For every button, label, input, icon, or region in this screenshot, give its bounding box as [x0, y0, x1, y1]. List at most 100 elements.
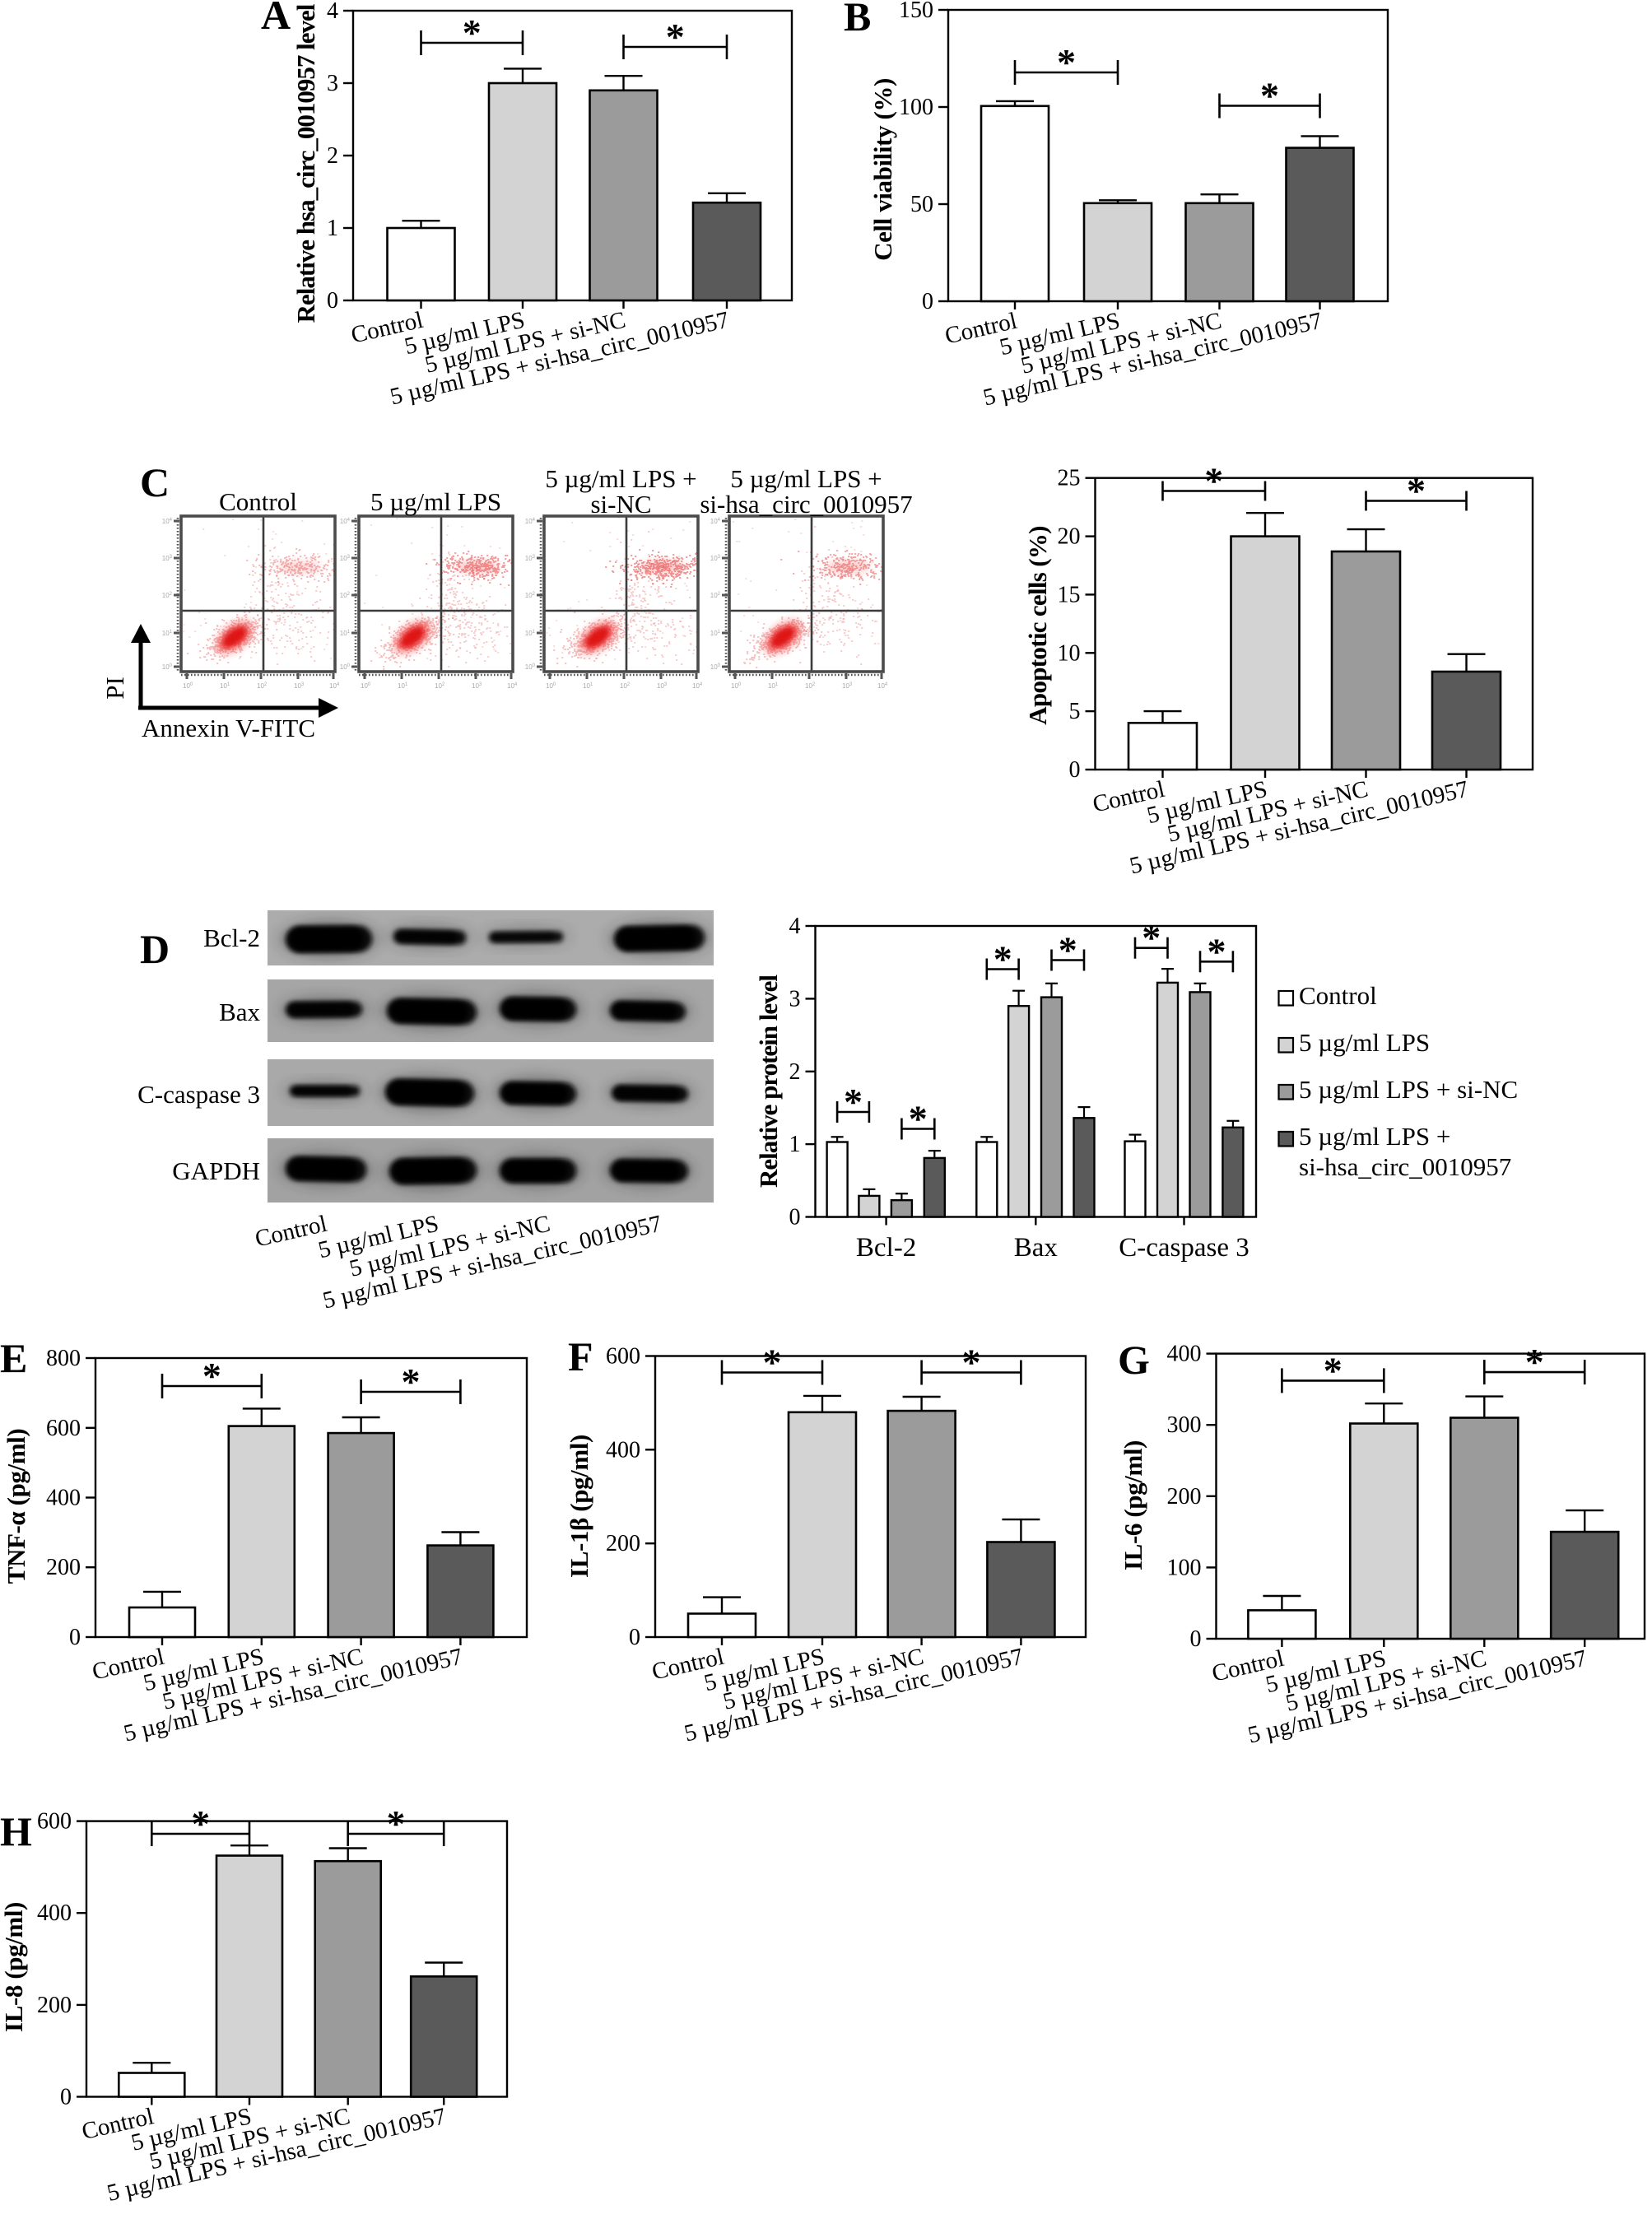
- svg-text:*: *: [1057, 41, 1076, 83]
- svg-text:600: 600: [37, 1809, 72, 1835]
- svg-text:25: 25: [1058, 466, 1081, 491]
- svg-text:5 µg/ml LPS +: 5 µg/ml LPS +: [1299, 1122, 1450, 1151]
- svg-text:1: 1: [789, 1132, 801, 1157]
- svg-text:400: 400: [606, 1437, 640, 1463]
- svg-text:C-caspase 3: C-caspase 3: [1119, 1233, 1249, 1263]
- svg-text:*: *: [994, 938, 1012, 980]
- svg-text:5 µg/ml LPS: 5 µg/ml LPS: [370, 487, 501, 516]
- svg-text:200: 200: [1167, 1484, 1202, 1510]
- svg-text:104: 104: [507, 682, 518, 690]
- svg-text:200: 200: [606, 1531, 640, 1556]
- svg-text:5 µg/ml LPS: 5 µg/ml LPS: [1299, 1028, 1430, 1057]
- svg-text:H: H: [0, 1808, 32, 1854]
- svg-text:si-hsa_circ_0010957: si-hsa_circ_0010957: [1299, 1152, 1511, 1181]
- svg-text:15: 15: [1058, 582, 1081, 607]
- svg-text:100: 100: [731, 682, 742, 690]
- svg-text:200: 200: [46, 1555, 81, 1580]
- svg-text:Annexin V-FITC: Annexin V-FITC: [142, 714, 315, 742]
- svg-text:50: 50: [910, 192, 933, 217]
- svg-text:Apoptotic cells (%): Apoptotic cells (%): [1023, 526, 1052, 725]
- svg-text:600: 600: [46, 1416, 81, 1441]
- svg-text:100: 100: [162, 663, 173, 671]
- svg-text:3: 3: [327, 71, 338, 96]
- svg-text:103: 103: [657, 682, 668, 690]
- svg-text:*: *: [463, 12, 482, 53]
- svg-text:400: 400: [37, 1900, 72, 1926]
- svg-text:PI: PI: [100, 677, 129, 700]
- svg-text:si-hsa_circ_0010957: si-hsa_circ_0010957: [700, 490, 912, 519]
- svg-text:100: 100: [183, 682, 193, 690]
- svg-text:D: D: [140, 926, 170, 972]
- svg-text:104: 104: [692, 682, 703, 690]
- svg-text:102: 102: [805, 682, 816, 690]
- svg-text:Bcl-2: Bcl-2: [856, 1233, 916, 1263]
- svg-text:*: *: [763, 1342, 782, 1384]
- svg-text:4: 4: [789, 914, 801, 939]
- svg-text:*: *: [1142, 917, 1161, 959]
- svg-text:100: 100: [340, 663, 351, 671]
- svg-text:Cell viability (%): Cell viability (%): [868, 78, 897, 261]
- svg-text:150: 150: [899, 0, 933, 23]
- svg-text:E: E: [0, 1335, 27, 1381]
- svg-text:si-NC: si-NC: [590, 490, 651, 519]
- svg-text:IL-8 (pg/ml): IL-8 (pg/ml): [0, 1902, 28, 2032]
- svg-text:1: 1: [327, 216, 338, 241]
- svg-text:600: 600: [606, 1344, 640, 1370]
- svg-text:0: 0: [629, 1625, 640, 1650]
- svg-text:103: 103: [842, 682, 853, 690]
- svg-text:103: 103: [340, 555, 351, 562]
- svg-text:0: 0: [60, 2085, 72, 2110]
- svg-text:IL-6 (pg/ml): IL-6 (pg/ml): [1119, 1440, 1147, 1570]
- svg-text:0: 0: [69, 1625, 81, 1650]
- svg-text:103: 103: [472, 682, 482, 690]
- svg-text:10: 10: [1058, 640, 1081, 666]
- svg-text:103: 103: [525, 555, 536, 562]
- svg-text:*: *: [1208, 930, 1226, 972]
- svg-text:102: 102: [162, 592, 173, 599]
- svg-text:*: *: [191, 1803, 210, 1845]
- svg-text:*: *: [1525, 1341, 1544, 1383]
- svg-text:B: B: [844, 0, 871, 40]
- svg-text:*: *: [844, 1081, 863, 1123]
- svg-text:400: 400: [1167, 1342, 1202, 1367]
- svg-text:20: 20: [1058, 524, 1081, 550]
- svg-text:104: 104: [525, 518, 536, 525]
- svg-text:Control: Control: [219, 487, 297, 516]
- svg-text:C: C: [140, 459, 170, 505]
- svg-text:100: 100: [361, 682, 371, 690]
- svg-text:101: 101: [162, 630, 173, 637]
- svg-text:104: 104: [710, 518, 721, 525]
- svg-text:0: 0: [789, 1205, 801, 1230]
- svg-text:100: 100: [546, 682, 556, 690]
- svg-text:*: *: [202, 1355, 221, 1397]
- svg-text:102: 102: [525, 592, 536, 599]
- svg-text:GAPDH: GAPDH: [172, 1156, 260, 1185]
- svg-text:Bax: Bax: [219, 998, 260, 1026]
- svg-text:2: 2: [789, 1059, 801, 1085]
- svg-text:*: *: [962, 1342, 981, 1384]
- svg-text:0: 0: [922, 289, 933, 314]
- svg-text:*: *: [1204, 460, 1223, 502]
- svg-text:101: 101: [583, 682, 593, 690]
- svg-text:104: 104: [329, 682, 340, 690]
- svg-text:Relative hsa_circ_0010957 leve: Relative hsa_circ_0010957 level: [291, 3, 320, 323]
- svg-text:101: 101: [220, 682, 230, 690]
- svg-text:5 µg/ml LPS +: 5 µg/ml LPS +: [730, 464, 882, 493]
- svg-text:5 µg/ml LPS +: 5 µg/ml LPS +: [545, 464, 696, 493]
- svg-text:100: 100: [899, 95, 933, 120]
- svg-text:Bax: Bax: [1014, 1233, 1059, 1263]
- svg-text:100: 100: [710, 663, 721, 671]
- svg-text:*: *: [387, 1803, 406, 1845]
- svg-text:104: 104: [340, 518, 351, 525]
- svg-text:104: 104: [162, 518, 173, 525]
- svg-text:*: *: [909, 1098, 928, 1140]
- svg-text:104: 104: [877, 682, 888, 690]
- svg-text:3: 3: [789, 986, 801, 1012]
- svg-text:103: 103: [710, 555, 721, 562]
- svg-text:103: 103: [162, 555, 173, 562]
- svg-text:2: 2: [327, 143, 338, 169]
- svg-text:0: 0: [1190, 1626, 1202, 1652]
- svg-text:*: *: [666, 16, 685, 58]
- svg-text:C-caspase 3: C-caspase 3: [137, 1080, 260, 1109]
- svg-text:102: 102: [340, 592, 351, 599]
